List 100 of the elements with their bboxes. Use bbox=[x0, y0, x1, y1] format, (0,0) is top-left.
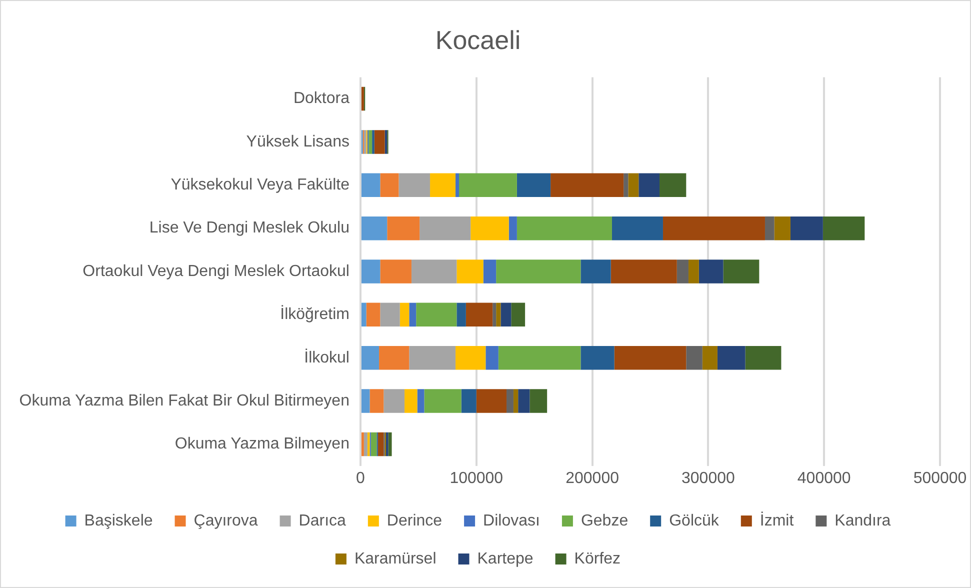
bar bbox=[580, 260, 611, 284]
bar bbox=[424, 389, 462, 413]
bar bbox=[686, 346, 702, 370]
x-tick-label: 200000 bbox=[566, 470, 620, 487]
legend-label: İzmit bbox=[760, 511, 794, 530]
bar bbox=[380, 173, 399, 198]
y-tick-label: Lise Ve Dengi Meslek Okulu bbox=[149, 220, 350, 237]
bar bbox=[416, 302, 457, 327]
x-tick-label: 500000 bbox=[913, 470, 967, 487]
bar bbox=[456, 173, 459, 198]
bar bbox=[518, 389, 530, 413]
x-tick-label: 400000 bbox=[797, 470, 851, 487]
x-tick-label: 0 bbox=[356, 470, 366, 487]
y-tick-label: İlköğretim bbox=[280, 305, 350, 324]
bar bbox=[370, 432, 377, 456]
bar bbox=[745, 346, 782, 370]
bar bbox=[361, 432, 364, 456]
bar bbox=[774, 216, 790, 240]
bar bbox=[374, 130, 385, 154]
y-tick-label: Yüksek Lisans bbox=[246, 133, 350, 150]
bar bbox=[498, 346, 581, 370]
bar bbox=[458, 173, 517, 198]
bar bbox=[580, 346, 614, 370]
y-tick-label: Okuma Yazma Bilen Fakat Bir Okul Bitirmeyen bbox=[19, 392, 350, 410]
bar bbox=[430, 173, 456, 198]
bar bbox=[628, 173, 639, 198]
bar bbox=[461, 389, 476, 413]
y-tick-label: Ortaokul Veya Dengi Meslek Ortaokul bbox=[82, 262, 350, 280]
bar bbox=[370, 389, 384, 413]
legend-label: Derince bbox=[386, 512, 442, 530]
legend-label: Kartepe bbox=[477, 550, 534, 568]
bar bbox=[368, 130, 372, 154]
bar bbox=[790, 216, 823, 240]
bar bbox=[506, 389, 514, 413]
bar bbox=[516, 173, 551, 198]
bar bbox=[702, 346, 718, 370]
legend-label: Çayırova bbox=[194, 512, 258, 530]
bar bbox=[662, 216, 765, 240]
x-tick-label: 100000 bbox=[450, 470, 504, 487]
legend-label: Gebze bbox=[580, 512, 628, 530]
bar bbox=[660, 173, 686, 198]
bar bbox=[822, 216, 865, 240]
bar bbox=[483, 260, 496, 284]
bar bbox=[764, 216, 774, 240]
bar bbox=[492, 302, 496, 327]
bar bbox=[364, 432, 368, 456]
bar bbox=[456, 302, 466, 327]
bar bbox=[388, 432, 392, 456]
bar bbox=[384, 389, 405, 413]
bar bbox=[496, 302, 501, 327]
bar bbox=[516, 216, 612, 240]
bar bbox=[366, 302, 380, 327]
bar bbox=[361, 260, 380, 284]
bar bbox=[470, 216, 509, 240]
bar bbox=[530, 389, 548, 413]
legend-label: Darıca bbox=[298, 512, 346, 530]
y-tick-label: Okuma Yazma Bilmeyen bbox=[174, 436, 350, 453]
bar bbox=[380, 260, 412, 284]
bar bbox=[361, 173, 380, 198]
bar bbox=[398, 173, 430, 198]
bar bbox=[496, 260, 581, 284]
bar bbox=[361, 86, 364, 111]
bar bbox=[550, 173, 624, 198]
bar bbox=[624, 173, 628, 198]
bar bbox=[513, 389, 518, 413]
bar bbox=[486, 346, 498, 370]
bar bbox=[723, 260, 760, 284]
bar bbox=[717, 346, 746, 370]
bar bbox=[378, 432, 384, 456]
bar bbox=[420, 216, 471, 240]
legend-label: Dilovası bbox=[483, 512, 540, 530]
bar bbox=[511, 302, 526, 327]
bar bbox=[386, 432, 388, 456]
legend-label: Körfez bbox=[574, 550, 621, 568]
bar bbox=[466, 302, 493, 327]
bar bbox=[364, 130, 366, 154]
legend-label: Gölcük bbox=[669, 512, 720, 530]
y-tick-label: İlkokul bbox=[304, 348, 350, 366]
bar bbox=[698, 260, 724, 284]
legend-label: Kandıra bbox=[834, 512, 891, 530]
bar bbox=[638, 173, 660, 198]
bar bbox=[456, 260, 484, 284]
bar bbox=[508, 216, 517, 240]
bar bbox=[379, 346, 410, 370]
bar bbox=[500, 302, 512, 327]
bar bbox=[409, 302, 416, 327]
bar bbox=[404, 389, 418, 413]
bar bbox=[411, 260, 457, 284]
bar bbox=[361, 302, 366, 327]
bar bbox=[387, 216, 420, 240]
bar bbox=[610, 260, 677, 284]
bar bbox=[612, 216, 663, 240]
legend-label: Karamürsel bbox=[354, 550, 436, 568]
bar bbox=[688, 260, 699, 284]
bar bbox=[456, 346, 486, 370]
bar bbox=[380, 302, 400, 327]
y-tick-label: Yüksekokul Veya Fakülte bbox=[170, 176, 350, 194]
x-tick-label: 300000 bbox=[681, 470, 735, 487]
bar bbox=[361, 216, 388, 240]
bar bbox=[476, 389, 507, 413]
